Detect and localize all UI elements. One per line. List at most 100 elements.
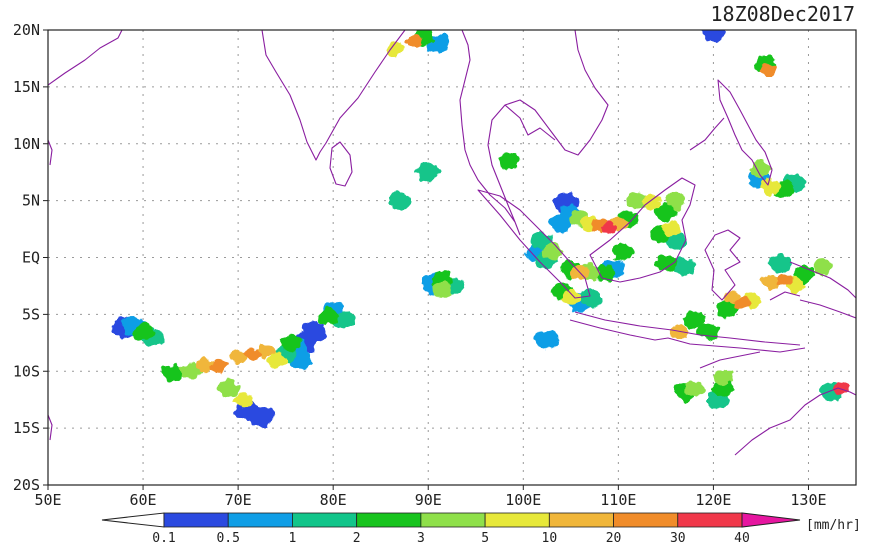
rain-cell [673, 257, 697, 276]
rain-cell [417, 162, 440, 182]
rain-cell [776, 274, 793, 287]
lat-tick-label: 20S [13, 476, 40, 494]
rain-cell [160, 364, 183, 383]
rain-cell [132, 322, 154, 341]
coast-gulf-thailand [504, 104, 556, 141]
lat-tick-label: 5N [22, 192, 40, 210]
lat-tick-label: 10S [13, 362, 40, 380]
colorbar-tick-label: 3 [417, 531, 425, 544]
rain-cell [535, 329, 559, 350]
coast-india [48, 30, 406, 161]
lon-tick-label: 50E [34, 491, 61, 509]
lat-tick-label: EQ [22, 249, 40, 267]
rain-cell [750, 160, 771, 177]
rain-cell [301, 321, 327, 342]
rain-cell [432, 281, 453, 298]
colorbar-tick-label: 0.5 [216, 531, 239, 544]
rain-cell [627, 192, 648, 209]
colorbar-box [484, 512, 550, 528]
rain-cell [578, 289, 602, 308]
rain-cell [717, 300, 739, 318]
coast-madagascar [48, 414, 53, 441]
coast-indochina [459, 30, 609, 236]
rain-cell [229, 349, 247, 364]
coast-java [569, 319, 806, 353]
colorbar-box [677, 512, 743, 528]
lat-tick-label: 5S [22, 305, 40, 323]
rain-cell [760, 63, 777, 77]
rain-cell [249, 406, 275, 428]
rain-cell [768, 253, 792, 273]
lon-tick-label: 120E [695, 491, 731, 509]
rain-cell [684, 380, 705, 397]
rain-cell [317, 308, 340, 326]
rain-cell [834, 382, 850, 394]
lon-tick-label: 110E [600, 491, 636, 509]
colorbar-box [292, 512, 358, 528]
rain-cell [612, 243, 634, 261]
rain-cell [549, 213, 574, 234]
coast-timor [699, 351, 761, 369]
colorbar-box [163, 512, 229, 528]
rain-cell [388, 191, 411, 210]
coast-sulawesi [704, 229, 741, 301]
colorbar-box [613, 512, 679, 528]
rain-cell [257, 343, 276, 358]
rain-cell [498, 152, 520, 170]
rain-cell [665, 192, 686, 209]
colorbar-unit: [mm/hr] [806, 518, 861, 533]
colorbar-min-arrow [101, 512, 165, 528]
coast-africa [48, 139, 53, 166]
coastlines [48, 30, 856, 456]
rain-cell [661, 221, 681, 237]
colorbar-tick-label: 1 [289, 531, 297, 544]
graticule [48, 30, 856, 485]
rain-cell [210, 359, 228, 372]
rain-cell [233, 392, 253, 408]
coast-new-guinea [769, 261, 856, 319]
lon-tick-label: 80E [320, 491, 347, 509]
rain-cell [761, 275, 780, 290]
rain-cell [561, 289, 581, 305]
colorbar-box [420, 512, 486, 528]
colorbar-box [548, 512, 614, 528]
coast-java-south [574, 311, 801, 346]
rain-cell [279, 334, 301, 352]
coast-borneo [589, 177, 696, 283]
rain-cell [655, 254, 677, 272]
rain-cell [698, 322, 720, 341]
coast-australia [734, 387, 856, 456]
colorbar-tick-label: 2 [353, 531, 361, 544]
map-title: 18Z08Dec2017 [711, 2, 856, 26]
colorbar-tick-label: 40 [734, 531, 750, 544]
colorbar-box [227, 512, 293, 528]
rain-cell [196, 358, 214, 373]
rain-cell [601, 222, 617, 234]
colorbar: 0.1 0.5 1 2 3 5 10 20 30 40 [mm/hr] [101, 512, 861, 544]
rain-cell [385, 41, 405, 57]
lat-tick-label: 10N [13, 135, 40, 153]
latitude-axis: 20N 15N 10N 5N EQ 5S 10S 15S 20S [13, 21, 48, 494]
lat-tick-label: 20N [13, 21, 40, 39]
colorbar-tick-label: 30 [670, 531, 686, 544]
colorbar-box [356, 512, 422, 528]
lat-tick-label: 15S [13, 419, 40, 437]
rain-cell [733, 296, 751, 310]
rain-cell [218, 380, 239, 397]
colorbar-tick-label: 10 [542, 531, 558, 544]
rain-cell [541, 243, 562, 260]
lon-tick-label: 100E [505, 491, 541, 509]
rain-cell [712, 379, 734, 397]
lat-tick-label: 15N [13, 78, 40, 96]
lon-tick-label: 60E [130, 491, 157, 509]
rain-cell [761, 179, 780, 195]
lon-tick-label: 70E [225, 491, 252, 509]
coast-philippines [689, 79, 773, 186]
lon-tick-label: 90E [415, 491, 442, 509]
rain-cell [683, 311, 706, 329]
lon-tick-label: 130E [790, 491, 826, 509]
colorbar-tick-label: 20 [606, 531, 622, 544]
coast-sumatra [477, 189, 591, 299]
rain-cells [111, 30, 850, 428]
